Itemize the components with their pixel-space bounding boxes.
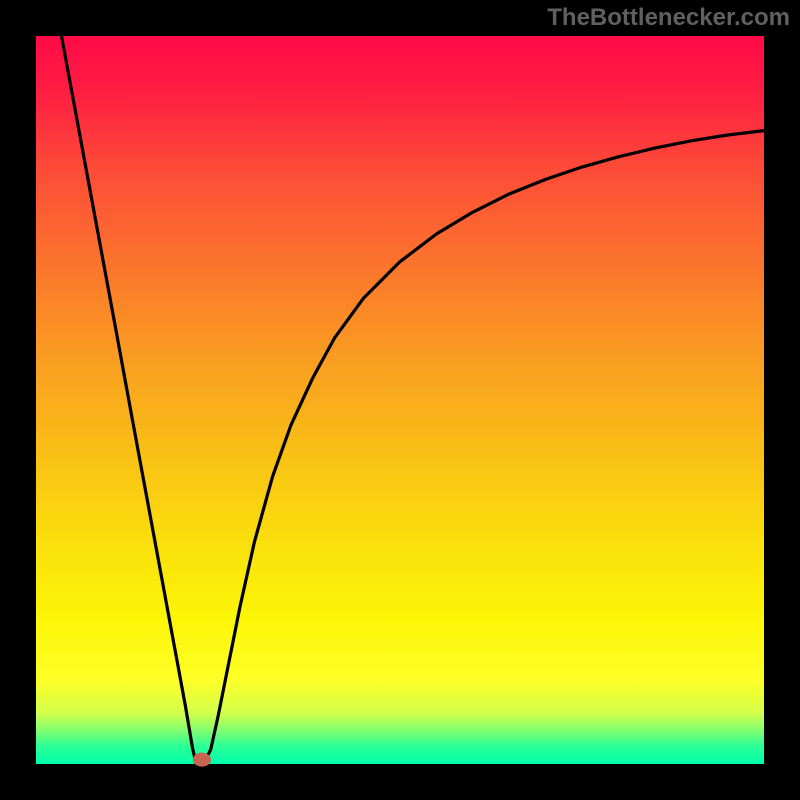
bottleneck-chart [0, 0, 800, 800]
watermark-text: TheBottlenecker.com [547, 4, 790, 32]
optimal-marker [193, 753, 211, 767]
chart-container: { "watermark": { "text": "TheBottlenecke… [0, 0, 800, 800]
plot-background [36, 36, 764, 764]
